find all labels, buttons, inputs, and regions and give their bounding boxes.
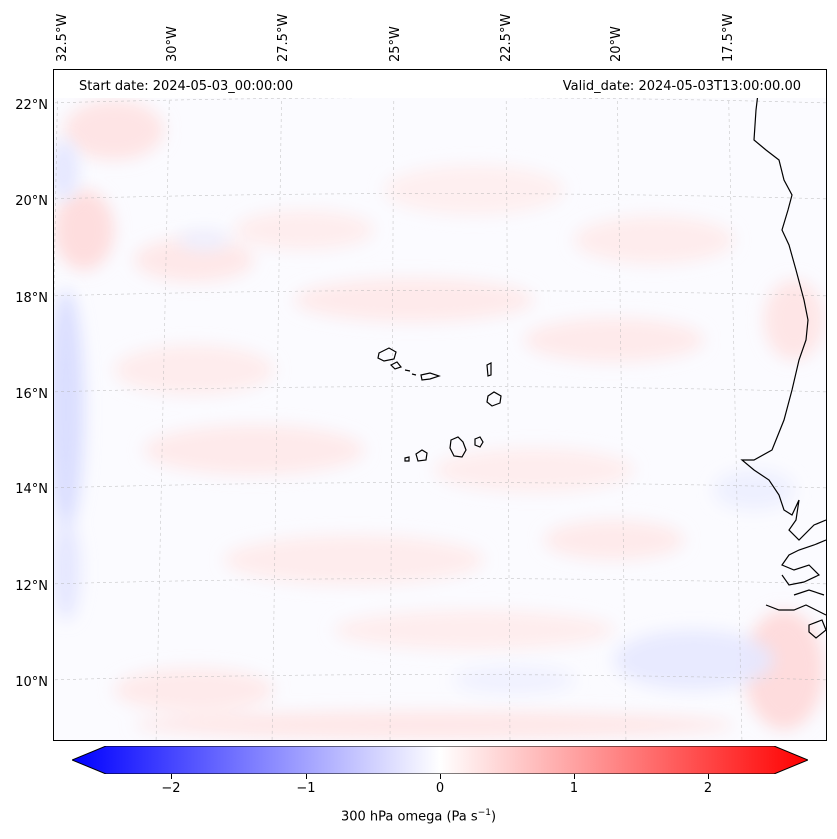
colorbar-tick [574, 774, 575, 779]
colorbar-units-exponent: −1 [477, 808, 491, 818]
start-date-label: Start date: 2024-05-03_00:00:00 [79, 79, 294, 94]
lon-label-27-5w: 27.5°W [276, 13, 291, 62]
colorbar-label: 300 hPa omega (Pa s−1) [340, 808, 497, 825]
colorbar-tick-label-2: 2 [703, 781, 713, 796]
colorbar-tick [306, 774, 307, 779]
lat-label-12n: 12°N [15, 579, 48, 594]
colorbar-tick-label-minus-2: −2 [161, 781, 181, 796]
colorbar-tick-label-1: 1 [569, 781, 579, 796]
africa-coastline-south [765, 539, 826, 639]
colorbar-tick [708, 774, 709, 779]
colorbar-ramp [70, 745, 810, 775]
colorbar-units: Pa s [451, 809, 478, 825]
africa-coastline [740, 84, 826, 541]
negative-omega-patches [54, 140, 794, 694]
lat-label-22n: 22°N [15, 98, 48, 113]
lon-label-20w: 20°W [609, 26, 624, 62]
lat-label-20n: 20°N [15, 194, 48, 209]
colorbar [70, 745, 810, 775]
lat-label-10n: 10°N [15, 675, 48, 690]
map-header-band [54, 70, 826, 98]
colorbar-tick-label-minus-1: −1 [296, 781, 316, 796]
lon-label-25w: 25°W [388, 26, 403, 62]
colorbar-tick-label-0: 0 [435, 781, 445, 796]
lat-label-18n: 18°N [15, 291, 48, 306]
lon-label-30w: 30°W [165, 26, 180, 62]
positive-omega-patches [54, 100, 824, 739]
omega-field-map [54, 70, 826, 740]
colorbar-tick [440, 774, 441, 779]
map-panel[interactable]: Start date: 2024-05-03_00:00:00 Valid_da… [53, 69, 827, 741]
colorbar-svg [70, 745, 810, 775]
valid-date-label: Valid_date: 2024-05-03T13:00:00.00 [562, 79, 801, 94]
lon-label-17-5w: 17.5°W [721, 13, 736, 62]
lon-label-22-5w: 22.5°W [499, 13, 514, 62]
colorbar-tick [171, 774, 172, 779]
cape-verde-islands [377, 347, 502, 462]
lat-label-16n: 16°N [15, 387, 48, 402]
lon-label-32-5w: 32.5°W [55, 13, 70, 62]
colorbar-variable: 300 hPa omega [340, 809, 443, 825]
lat-label-14n: 14°N [15, 482, 48, 497]
